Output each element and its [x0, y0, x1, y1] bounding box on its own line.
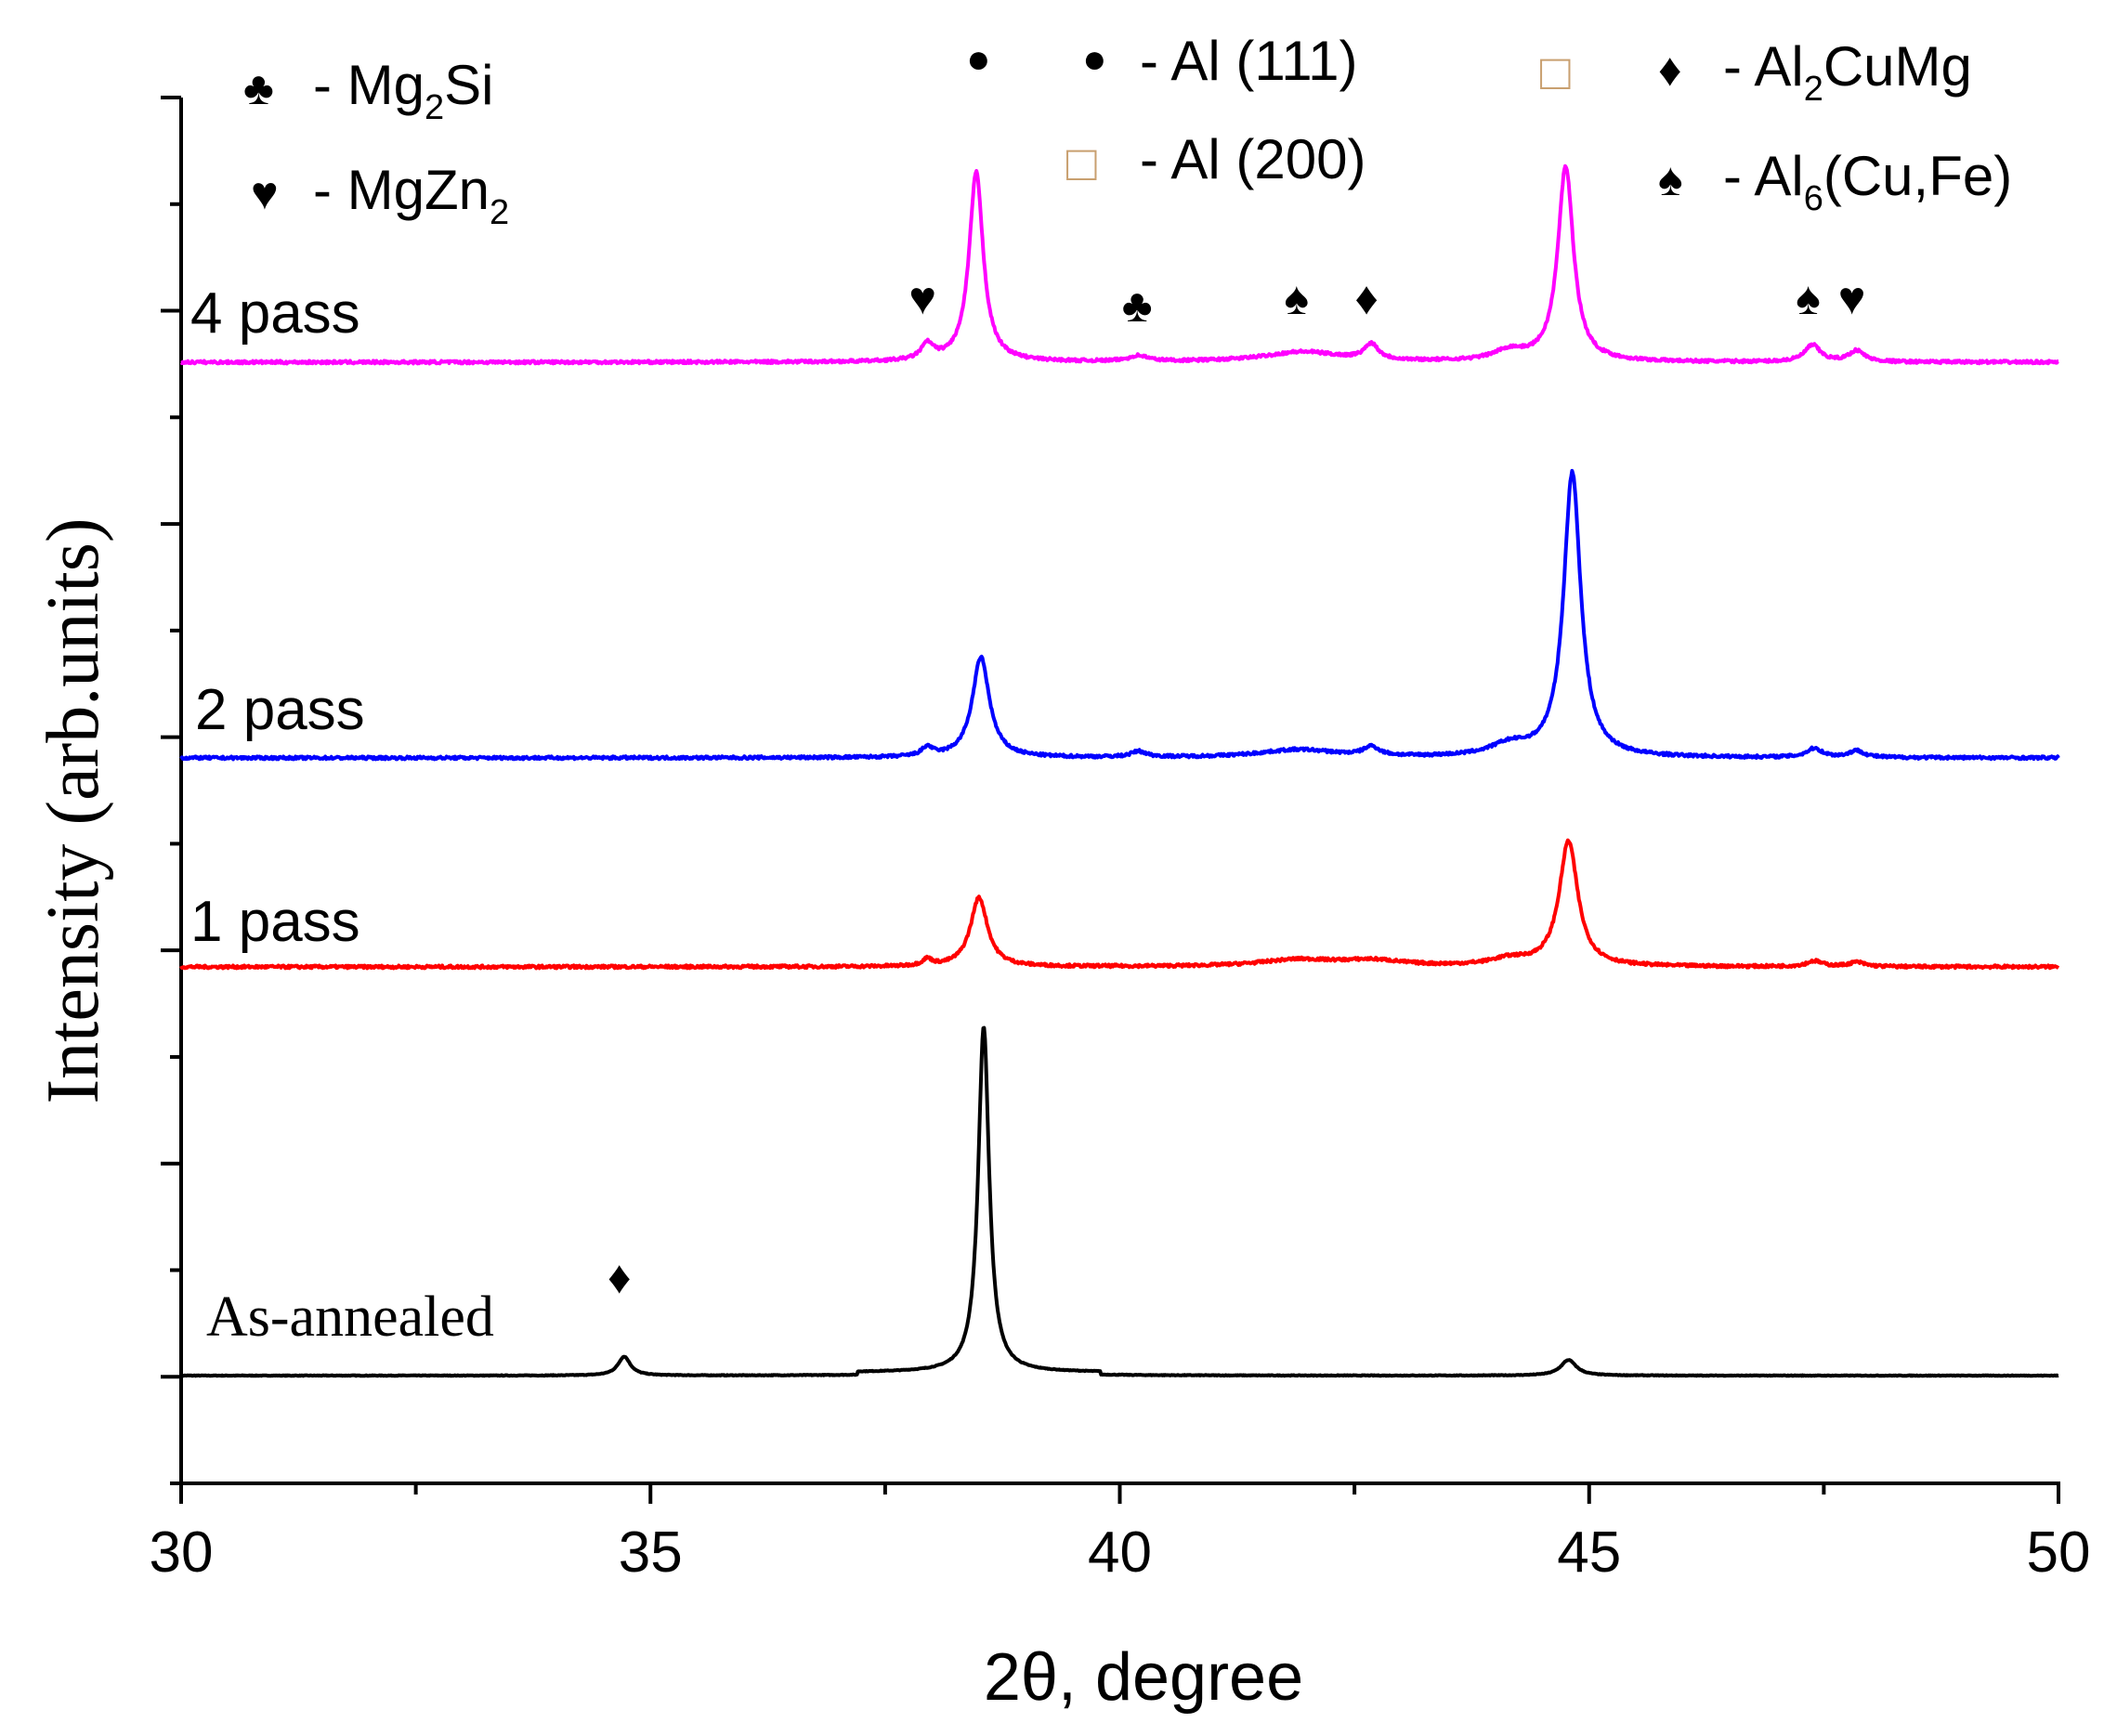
legend-text-al200: - Al (200): [1140, 128, 1366, 190]
heart-icon: ♥: [251, 167, 279, 219]
peak-annotation: ♠: [1285, 272, 1310, 324]
legend-text-al111: - Al (111): [1140, 30, 1358, 92]
spade-icon: ♠: [1658, 153, 1683, 205]
legend: ♣ - Mg2Si ♥ - MgZn2 ● ● - Al (111) □ - A…: [243, 30, 2012, 232]
x-tick-label: 50: [2027, 1521, 2091, 1585]
series-line: [179, 838, 2060, 971]
series-label-1-pass: 1 pass: [190, 890, 360, 954]
series-line: [179, 468, 2060, 762]
legend-text-al6cufe: - Al6(Cu,Fe): [1723, 145, 2012, 218]
peak-annotations: ♥ ♣ ♠ ♦ ♠ ♥ ♦: [608, 272, 1865, 1303]
legend-entry-mgzn2: ♥ - MgZn2: [251, 159, 509, 232]
series-label-as-annealed: As-annealed: [206, 1286, 494, 1349]
square-icon: □: [1066, 136, 1097, 191]
series-label-2-pass: 2 pass: [195, 678, 365, 742]
x-tick-label: 30: [150, 1521, 214, 1585]
series-line: [179, 1025, 2060, 1378]
square-icon: □: [1540, 45, 1571, 100]
peak-annotation: ♥: [1838, 272, 1866, 324]
series-group: [179, 163, 2060, 1378]
series-line: [179, 163, 2060, 366]
legend-entry-al6cufe: ♠ - Al6(Cu,Fe): [1658, 145, 2012, 218]
circle-icon: ●: [966, 36, 991, 82]
x-tick-label: 45: [1557, 1521, 1621, 1585]
x-tick-label: 35: [619, 1521, 683, 1585]
legend-entry-al111: ● - Al (111): [1082, 30, 1358, 92]
legend-entry-al200: □ - Al (200): [1066, 128, 1366, 191]
legend-text-mgzn2: - MgZn2: [313, 159, 509, 232]
x-axis-title: 2θ, degree: [984, 1640, 1303, 1715]
series-label-4-pass: 4 pass: [190, 281, 360, 346]
axes: 30 35 40 45 50: [150, 96, 2091, 1585]
peak-annotation: ♦: [1354, 272, 1379, 324]
diamond-icon: ♦: [1658, 44, 1682, 96]
x-tick-label: 40: [1088, 1521, 1152, 1585]
club-icon: ♣: [243, 62, 274, 114]
peak-annotation: ♦: [608, 1251, 632, 1303]
y-axis-title: Intensity (arb.units): [33, 518, 114, 1104]
peak-annotation: ♠: [1796, 272, 1821, 324]
legend-entry-al2cumg: ♦ - Al2CuMg: [1658, 35, 1972, 109]
peak-annotation: ♥: [908, 272, 936, 324]
legend-text-mg2si: - Mg2Si: [313, 54, 494, 127]
circle-icon: ●: [1082, 36, 1107, 82]
legend-entry-mg2si: ♣ - Mg2Si: [243, 54, 494, 127]
peak-annotation: ♣: [1122, 280, 1153, 332]
legend-text-al2cumg: - Al2CuMg: [1723, 35, 1972, 109]
